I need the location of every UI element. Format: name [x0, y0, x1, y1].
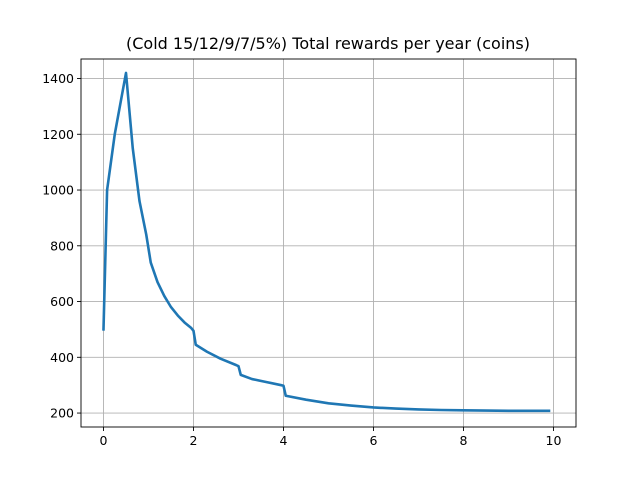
- y-tick-label: 200: [50, 406, 74, 421]
- x-tick-label: 0: [100, 433, 108, 448]
- series-line: [102, 71, 551, 413]
- grid-lines: [81, 59, 576, 427]
- x-tick-label: 6: [370, 433, 378, 448]
- x-tick-label: 4: [280, 433, 288, 448]
- plot-frame: [80, 58, 577, 428]
- x-tick-label: 8: [460, 433, 468, 448]
- chart-title: (Cold 15/12/9/7/5%) Total rewards per ye…: [126, 34, 530, 53]
- y-axis: 200 400 600 800 1000 1200 1400: [42, 71, 81, 421]
- y-tick-label: 1200: [42, 127, 74, 142]
- x-tick-label: 10: [546, 433, 562, 448]
- x-tick-label: 2: [190, 433, 198, 448]
- series-layer: [102, 71, 551, 413]
- y-tick-label: 1000: [42, 183, 74, 198]
- x-axis: 0 2 4 6 8 10: [100, 427, 562, 448]
- y-tick-label: 400: [50, 350, 74, 365]
- y-tick-label: 600: [50, 294, 74, 309]
- y-tick-label: 1400: [42, 71, 74, 86]
- y-tick-label: 800: [50, 238, 74, 253]
